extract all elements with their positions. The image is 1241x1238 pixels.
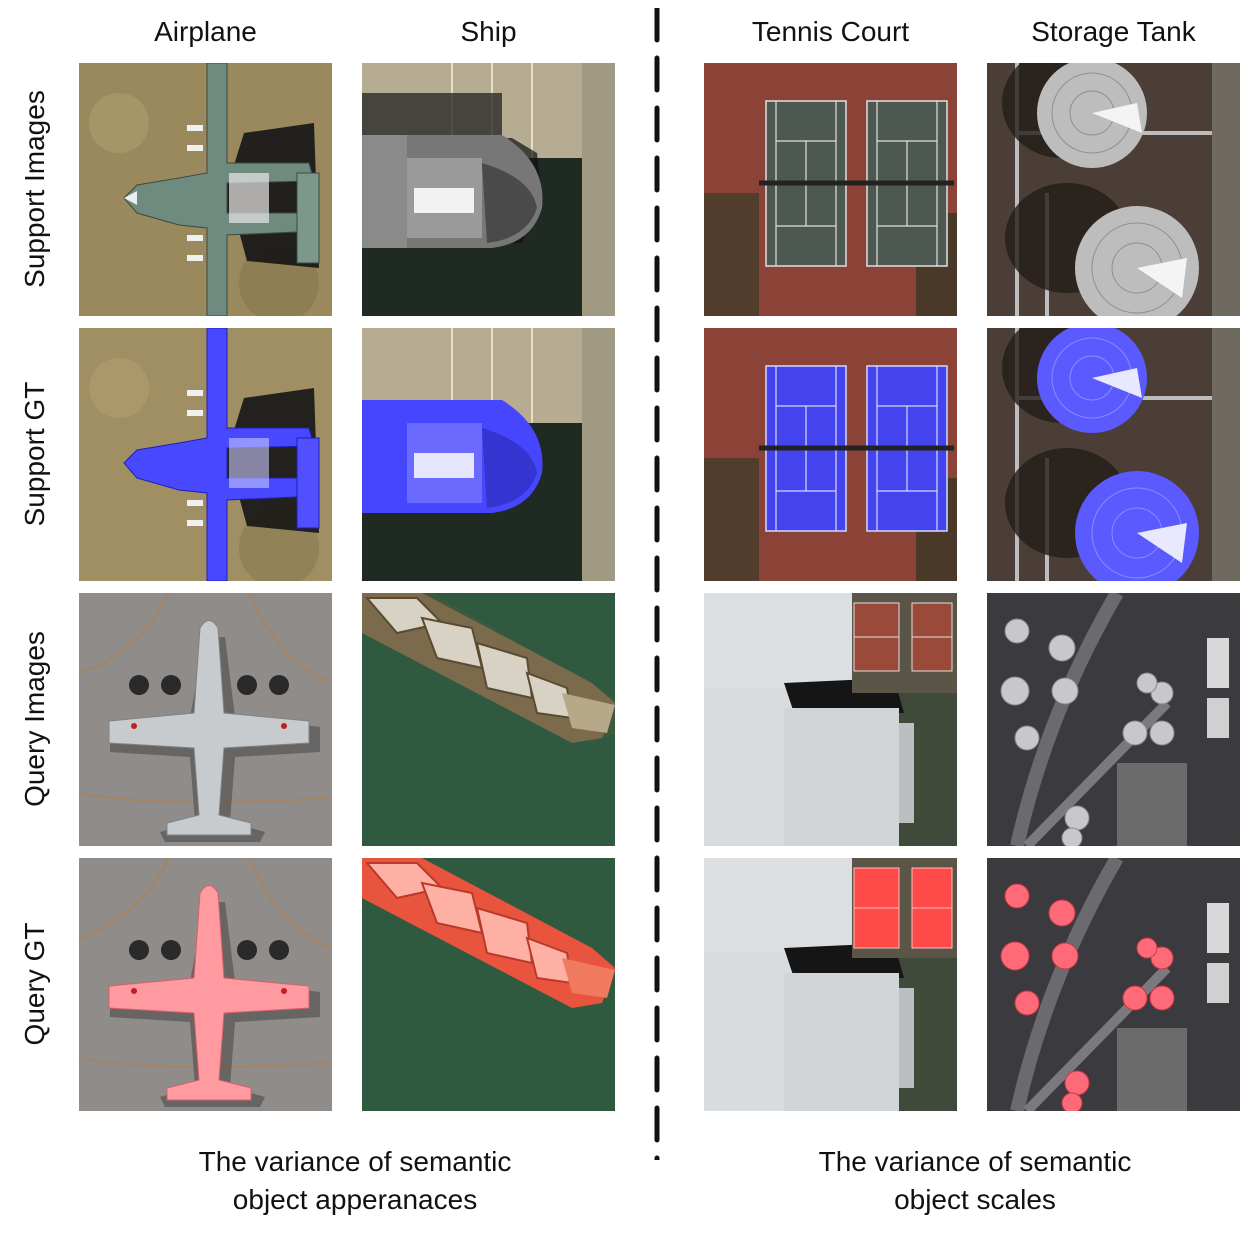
column-header-tennis-court: Tennis Court — [751, 16, 910, 47]
airplane-support-gt — [79, 328, 332, 581]
caption-scale-line1: The variance of semantic — [818, 1146, 1132, 1177]
storage-tank-support-gt — [987, 328, 1240, 581]
row-label: Query Images — [19, 631, 50, 807]
caption-appearance-line1: The variance of semantic — [198, 1146, 512, 1177]
tennis-court-support-image — [704, 63, 957, 316]
row-label: Query GT — [19, 922, 50, 1046]
airplane-support-image — [79, 63, 332, 316]
row-header-support-gt: Support GT — [0, 328, 70, 580]
storage-tank-query-gt — [987, 858, 1240, 1111]
column-header-storage-tank: Storage Tank — [1031, 16, 1196, 47]
caption-appearance: The variance of semantic object apperana… — [140, 1143, 570, 1219]
airplane-query-image — [79, 593, 332, 846]
storage-tank-support-image — [987, 63, 1240, 316]
row-label: Support GT — [19, 381, 50, 527]
row-header-query-images: Query Images — [0, 593, 70, 845]
caption-scale: The variance of semantic object scales — [760, 1143, 1190, 1219]
row-label: Support Images — [19, 90, 50, 288]
tennis-court-support-gt — [704, 328, 957, 581]
ship-support-gt — [362, 328, 615, 581]
caption-appearance-line2: object apperanaces — [232, 1184, 478, 1215]
ship-query-image — [362, 593, 615, 846]
airplane-query-gt — [79, 858, 332, 1111]
ship-query-gt — [362, 858, 615, 1111]
ship-support-image — [362, 63, 615, 316]
tennis-court-query-gt — [704, 858, 957, 1111]
caption-scale-line2: object scales — [894, 1184, 1056, 1215]
tennis-court-query-image — [704, 593, 957, 846]
column-header-airplane: Airplane — [154, 16, 257, 47]
column-header-ship: Ship — [460, 16, 517, 47]
storage-tank-query-image — [987, 593, 1240, 846]
row-header-query-gt: Query GT — [0, 858, 70, 1110]
dashed-divider — [654, 8, 660, 1160]
row-header-support-images: Support Images — [0, 63, 70, 315]
